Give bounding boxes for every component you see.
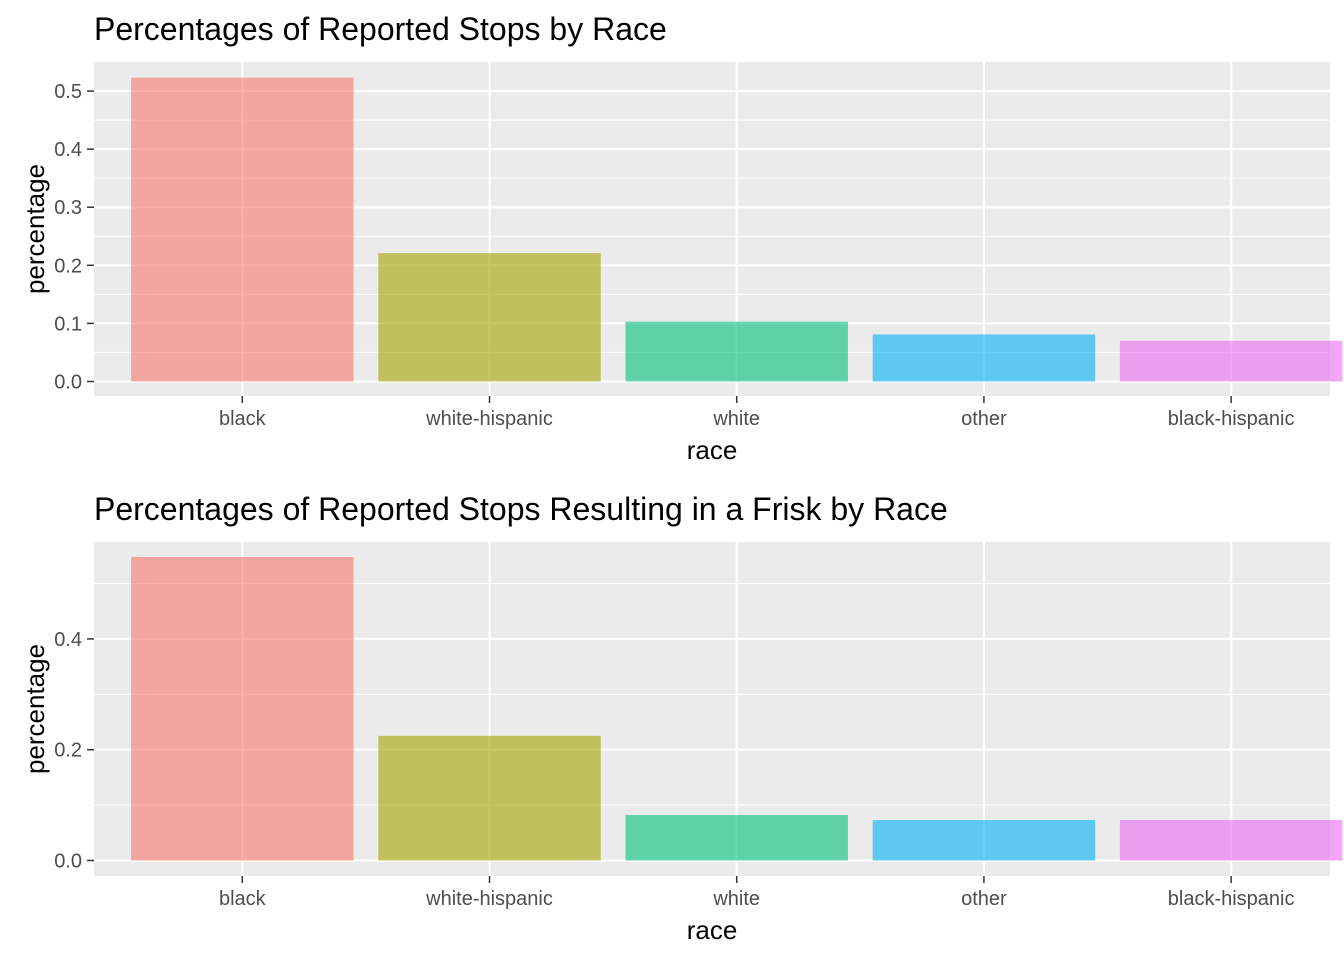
y-tick-label: 0.0 (54, 850, 82, 872)
y-tick-label: 0.3 (54, 197, 82, 219)
bar-other (872, 334, 1096, 382)
chart-title: Percentages of Reported Stops Resulting … (94, 491, 948, 527)
x-axis-title: race (687, 915, 738, 945)
x-tick-label: black-hispanic (1168, 888, 1295, 910)
x-tick-label: white-hispanic (425, 888, 553, 910)
y-tick-label: 0.0 (54, 371, 82, 393)
y-tick-label: 0.2 (54, 255, 82, 277)
y-tick-label: 0.1 (54, 313, 82, 335)
plot-area: 0.0 0.2 0.4 black white-hispanic white other bl… (54, 542, 1343, 910)
chart-title: Percentages of Reported Stops by Race (94, 11, 667, 47)
y-tick-label: 0.4 (54, 629, 82, 651)
bar-white-hispanic (378, 253, 601, 382)
bar-white (625, 815, 848, 861)
y-tick-label: 0.4 (54, 139, 82, 161)
x-tick-label: other (961, 408, 1007, 430)
x-axis-title: race (687, 435, 738, 465)
bar-white (625, 321, 848, 382)
x-tick-label: white (712, 408, 760, 430)
x-tick-label: other (961, 888, 1007, 910)
x-tick-label: white-hispanic (425, 408, 553, 430)
chart-panel-stops: Percentages of Reported Stops by Race 0.… (20, 11, 1343, 465)
bar-black (131, 77, 354, 382)
x-tick-label: black (219, 888, 267, 910)
chart-panel-frisk: Percentages of Reported Stops Resulting … (20, 491, 1343, 945)
y-tick-label: 0.2 (54, 740, 82, 762)
plot-area: 0.0 0.1 0.2 0.3 0.4 0.5 black white-hispanic whi… (54, 62, 1343, 430)
y-axis-title: percentage (20, 164, 50, 294)
y-axis-title: percentage (20, 644, 50, 774)
y-tick-label: 0.5 (54, 81, 82, 103)
x-tick-label: black (219, 408, 267, 430)
x-tick-label: black-hispanic (1168, 408, 1295, 430)
bar-black (131, 556, 354, 861)
x-tick-label: white (712, 888, 760, 910)
bar-black-hispanic (1119, 820, 1343, 861)
bar-other (872, 820, 1096, 861)
bar-white-hispanic (378, 735, 601, 861)
bar-black-hispanic (1119, 340, 1343, 382)
